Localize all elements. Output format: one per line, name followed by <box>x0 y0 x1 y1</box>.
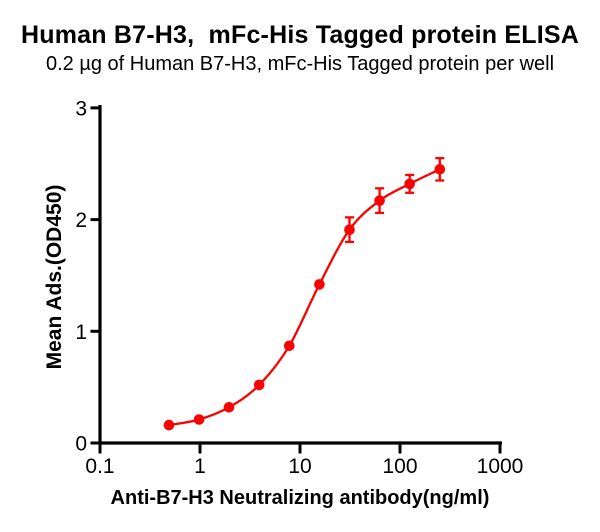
y-tick-label: 3 <box>75 97 87 120</box>
chart-title: Human B7-H3, mFc-His Tagged protein ELIS… <box>21 21 579 49</box>
x-axis-label: Anti-B7-H3 Neutralizing antibody(ng/ml) <box>110 487 490 509</box>
data-point <box>434 164 446 175</box>
data-point <box>314 279 325 290</box>
x-tick-label: 1000 <box>477 455 524 478</box>
data-point <box>404 178 416 190</box>
x-tick-label: 1 <box>194 455 206 478</box>
data-point <box>163 419 175 431</box>
y-tick-label: 2 <box>75 209 87 232</box>
y-tick-label: 0 <box>75 433 87 456</box>
data-point <box>193 414 205 425</box>
chart-subtitle: 0.2 µg of Human B7-H3, mFc-His Tagged pr… <box>45 53 555 75</box>
x-tick-label: 100 <box>382 455 417 478</box>
x-tick-label: 0.1 <box>85 455 114 478</box>
data-point <box>284 340 295 352</box>
data-point <box>223 402 235 413</box>
y-tick-label: 1 <box>75 321 87 344</box>
data-point <box>253 379 265 391</box>
dose-response-curve <box>168 168 441 427</box>
data-point <box>344 224 355 235</box>
x-tick-label: 10 <box>288 455 311 478</box>
data-point <box>374 195 385 206</box>
